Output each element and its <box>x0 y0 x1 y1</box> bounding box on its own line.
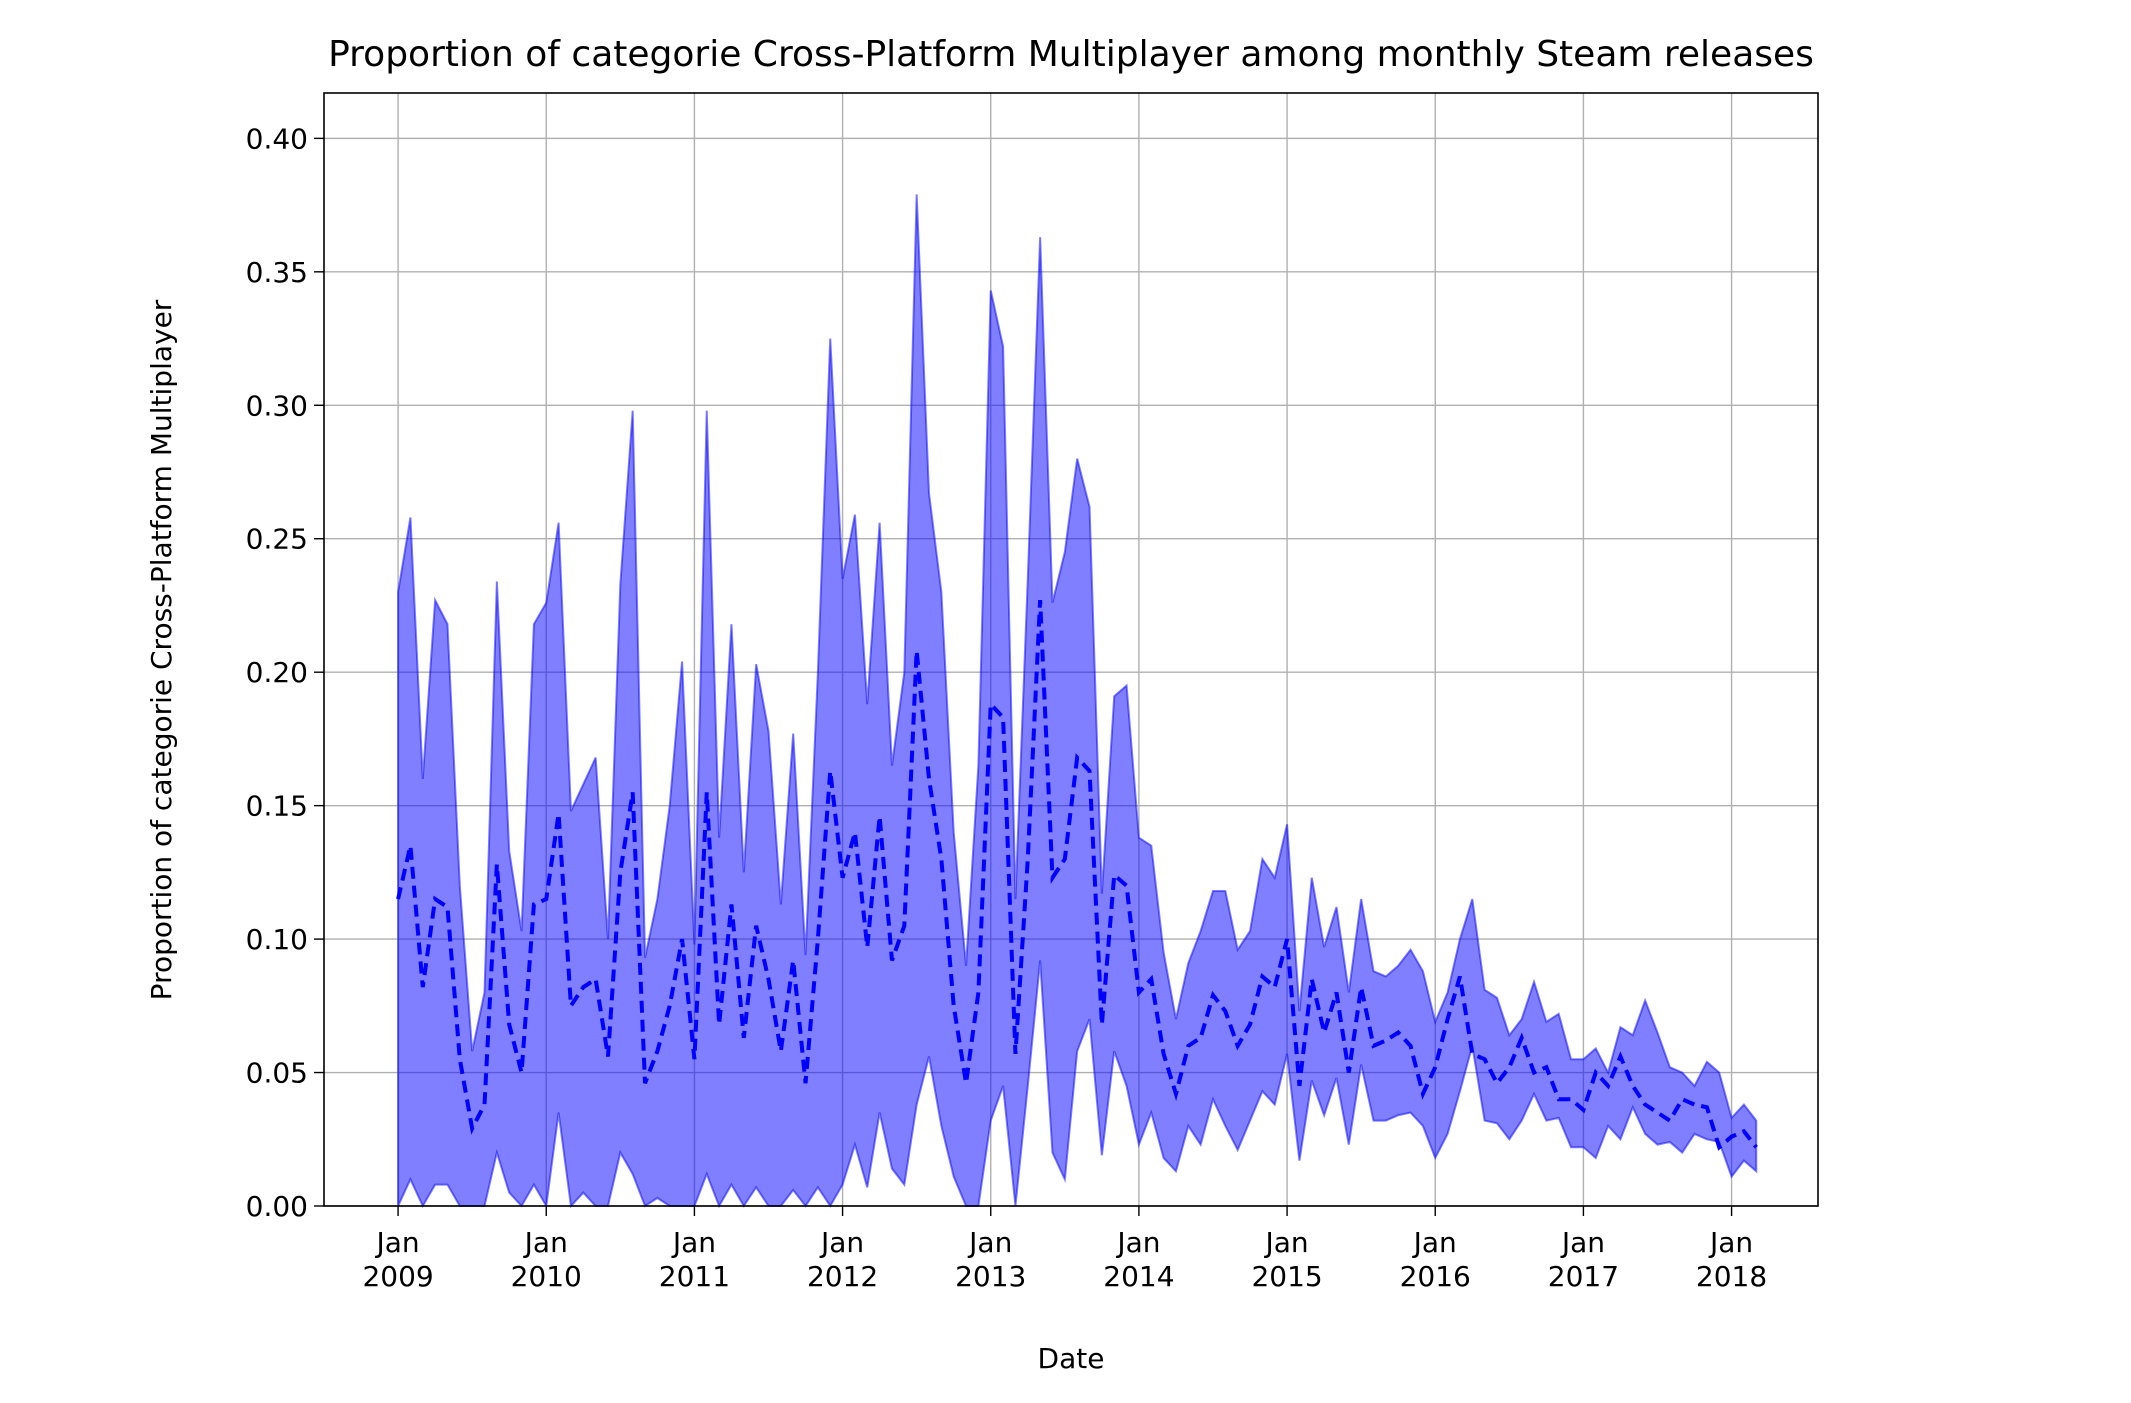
y-tick-label: 0.30 <box>246 389 308 422</box>
y-tick-label: 0.00 <box>246 1190 308 1223</box>
x-tick-label: Jan 2017 <box>1548 1226 1619 1293</box>
y-tick-label: 0.20 <box>246 656 308 689</box>
x-tick-label: Jan 2016 <box>1400 1226 1471 1293</box>
x-axis-label: Date <box>1038 1342 1105 1375</box>
x-tick-label: Jan 2010 <box>511 1226 582 1293</box>
x-tick-label: Jan 2014 <box>1103 1226 1174 1293</box>
y-tick-label: 0.15 <box>246 790 308 823</box>
y-axis-label: Proportion of categorie Cross-Platform M… <box>145 299 178 1000</box>
x-tick-label: Jan 2012 <box>807 1226 878 1293</box>
y-tick-label: 0.40 <box>246 122 308 155</box>
confidence-band <box>397 194 1758 1210</box>
y-tick-label: 0.25 <box>246 523 308 556</box>
x-tick-label: Jan 2009 <box>362 1226 433 1293</box>
x-tick-label: Jan 2013 <box>955 1226 1026 1293</box>
mean-line <box>396 600 1758 1151</box>
y-tick-label: 0.05 <box>246 1057 308 1090</box>
x-tick-label: Jan 2018 <box>1696 1226 1767 1293</box>
chart-title: Proportion of categorie Cross-Platform M… <box>328 34 1814 75</box>
y-tick-label: 0.10 <box>246 923 308 956</box>
x-tick-label: Jan 2015 <box>1251 1226 1322 1293</box>
x-tick-label: Jan 2011 <box>659 1226 730 1293</box>
plot-frame <box>323 92 1819 1207</box>
y-tick-label: 0.35 <box>246 256 308 289</box>
